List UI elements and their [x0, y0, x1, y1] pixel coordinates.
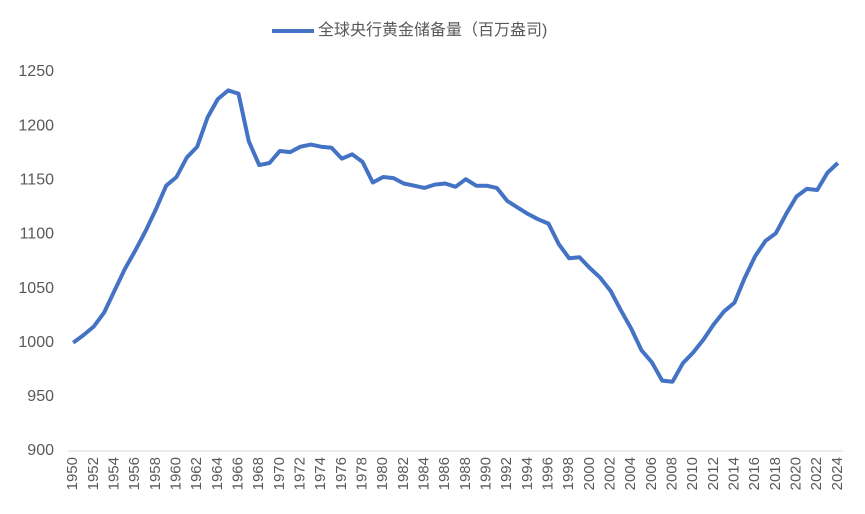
y-tick-label: 1250 [18, 63, 54, 80]
legend-label: 全球央行黄金储备量（百万盎司) [318, 21, 547, 39]
x-tick-label: 2024 [829, 457, 846, 490]
y-tick-label: 1150 [20, 172, 55, 189]
x-tick-label: 1968 [250, 457, 267, 490]
line [72, 88, 840, 384]
x-tick-label: 1996 [539, 457, 556, 490]
x-tick-label: 1958 [147, 457, 164, 490]
x-tick-label: 1960 [167, 457, 184, 490]
x-tick-label: 2010 [684, 457, 701, 490]
x-tick-label: 2020 [787, 457, 804, 490]
x-tick-label: 1970 [271, 457, 288, 490]
x-tick-label: 2018 [767, 457, 784, 490]
x-tick-label: 1974 [312, 457, 329, 490]
x-tick-label: 2000 [581, 457, 598, 490]
x-tick-label: 2012 [705, 457, 722, 490]
x-tick-label: 1982 [395, 457, 412, 490]
x-tick-label: 1972 [291, 457, 308, 490]
x-tick-label: 2006 [643, 457, 660, 490]
x-tick-label: 1964 [209, 457, 226, 490]
x-tick-label: 1956 [126, 457, 143, 490]
x-tick-label: 1984 [415, 457, 432, 490]
y-tick-label: 1200 [18, 117, 54, 134]
x-tick-label: 2022 [808, 457, 825, 490]
x-tick-label: 2014 [725, 457, 742, 490]
x-tick-label: 1966 [229, 457, 246, 490]
x-tick-label: 1992 [498, 457, 515, 490]
x-tick-label: 1990 [477, 457, 494, 490]
x-tick-label: 1978 [353, 457, 370, 490]
x-tick-label: 2016 [746, 457, 763, 490]
x-tick-label: 1976 [333, 457, 350, 490]
x-tick-label: 1952 [85, 457, 102, 490]
x-tick-label: 2008 [663, 457, 680, 490]
y-tick-label: 1100 [20, 226, 55, 243]
y-tick-label: 900 [27, 442, 54, 459]
x-tick-label: 1950 [64, 457, 81, 490]
y-tick-label: 950 [27, 388, 54, 405]
x-tick-label: 2004 [622, 457, 639, 490]
x-tick-label: 1954 [105, 457, 122, 490]
x-tick-label: 2002 [601, 457, 618, 490]
x-tick-label: 1986 [436, 457, 453, 490]
x-tick-label: 1980 [374, 457, 391, 490]
y-tick-label: 1050 [18, 280, 54, 297]
x-tick-label: 1994 [519, 457, 536, 490]
x-tick-label: 1988 [457, 457, 474, 490]
x-tick-label: 1962 [188, 457, 205, 490]
x-tick-label: 1998 [560, 457, 577, 490]
y-tick-label: 1000 [18, 334, 54, 351]
